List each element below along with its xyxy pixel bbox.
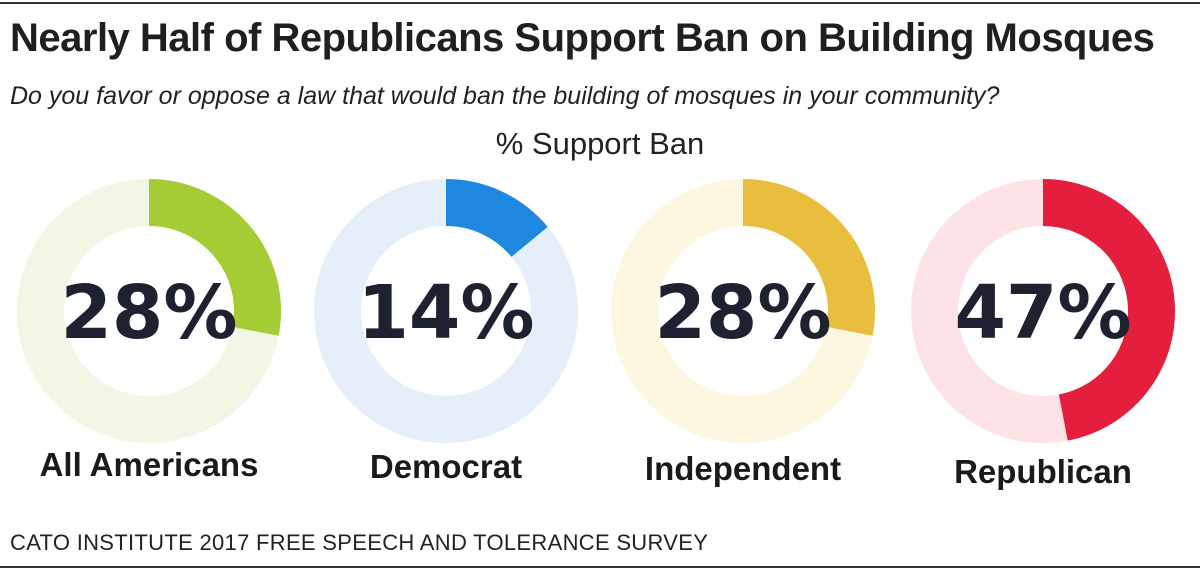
donut-republican: 47% Republican bbox=[911, 179, 1175, 490]
category-label-all-americans: All Americans bbox=[40, 446, 259, 483]
metric-label: % Support Ban bbox=[495, 126, 705, 161]
category-label-independent: Independent bbox=[645, 450, 841, 487]
bottom-rule bbox=[0, 566, 1200, 568]
chart-title: Nearly Half of Republicans Support Ban o… bbox=[10, 16, 1155, 60]
donut-arc-democrat bbox=[446, 179, 548, 257]
value-label-all-americans: 28% bbox=[60, 270, 237, 356]
category-label-republican: Republican bbox=[954, 453, 1132, 490]
donut-arc-republican bbox=[1043, 179, 1175, 441]
chart-subtitle: Do you favor or oppose a law that would … bbox=[10, 82, 1000, 110]
source-note: CATO INSTITUTE 2017 FREE SPEECH AND TOLE… bbox=[10, 530, 709, 555]
top-rule bbox=[0, 2, 1200, 4]
category-label-democrat: Democrat bbox=[370, 448, 522, 485]
donut-all-americans: 28% All Americans bbox=[17, 179, 282, 483]
donut-arc-all-americans bbox=[149, 179, 282, 336]
value-label-republican: 47% bbox=[954, 270, 1131, 356]
value-label-democrat: 14% bbox=[357, 270, 534, 356]
value-label-independent: 28% bbox=[654, 270, 831, 356]
donut-arc-independent bbox=[743, 179, 876, 336]
donut-independent: 28% Independent bbox=[611, 179, 876, 487]
donut-democrat: 14% Democrat bbox=[314, 179, 578, 485]
